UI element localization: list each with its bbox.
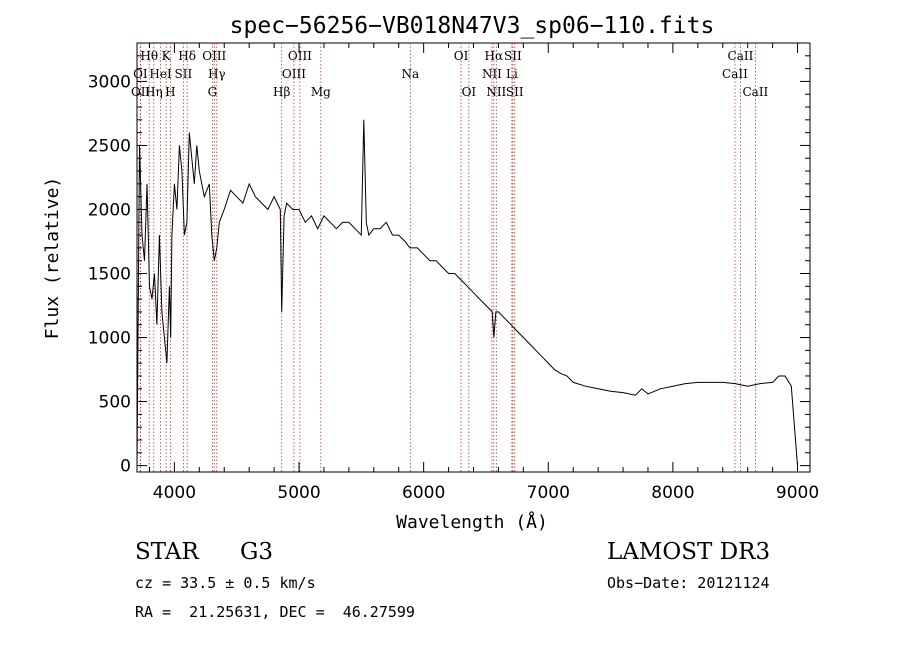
y-tick-label: 2500 [88,136,131,156]
line-label: OII [131,85,151,99]
line-label: Hδ [178,49,196,63]
observation-date: Obs−Date: 20121124 [607,574,770,592]
line-label: SII [175,67,193,81]
x-axis-label: Wavelength (Å) [396,511,548,533]
line-label: OIII [282,67,306,81]
line-label: OIII [202,49,226,63]
line-label: Hθ [140,49,158,63]
y-tick-label: 1000 [88,329,131,349]
y-tick-label: 2000 [88,200,131,220]
redshift-velocity: cz = 33.5 ± 0.5 km/s [135,574,316,592]
line-label: HeI [149,67,172,81]
line-label: Li [506,67,518,81]
coordinates: RA = 21.25631, DEC = 46.27599 [135,603,415,621]
chart-title: spec−56256−VB018N47V3_sp06−110.fits [230,13,715,39]
line-label: K [162,49,172,63]
x-tick-label: 9000 [776,483,819,503]
line-label: CaII [728,49,754,63]
plot-frame [136,42,811,473]
y-axis-ticks: 0 500 1000 1500 2000 2500 3000 [88,55,810,477]
line-label: Hη [145,85,163,99]
x-tick-label: 6000 [402,483,445,503]
spectrum-line [136,119,798,466]
line-label: SII [506,85,524,99]
x-axis-ticks: 4000 5000 6000 7000 8000 9000 [148,43,819,503]
x-tick-label: 7000 [527,483,570,503]
line-label: Hα [485,49,504,63]
line-label: NII [482,67,502,81]
line-label: H [165,85,175,99]
line-label: Mg [311,85,331,99]
line-label: OI [133,67,148,81]
line-label: OI [462,85,477,99]
line-label: CaII [722,67,748,81]
line-label: Hγ [208,67,226,81]
survey-name: LAMOST DR3 [607,539,771,565]
y-tick-label: 1500 [88,265,131,285]
x-tick-label: 5000 [277,483,320,503]
line-label: OI [454,49,469,63]
line-label: CaII [742,85,768,99]
line-label: Hβ [273,85,290,99]
object-class: STAR [135,539,199,565]
y-tick-label: 0 [120,457,131,477]
line-label: SII [504,49,522,63]
spectral-line-markers [139,43,756,472]
line-label: G [208,85,218,99]
x-tick-label: 4000 [153,483,196,503]
y-tick-label: 500 [99,393,131,413]
y-axis-label: Flux (relative) [42,177,63,340]
line-label: OIII [288,49,312,63]
line-label: Na [401,67,419,81]
object-subclass: G3 [240,539,274,565]
x-tick-label: 8000 [651,483,694,503]
y-tick-label: 3000 [88,72,131,92]
line-label: NII [486,85,506,99]
